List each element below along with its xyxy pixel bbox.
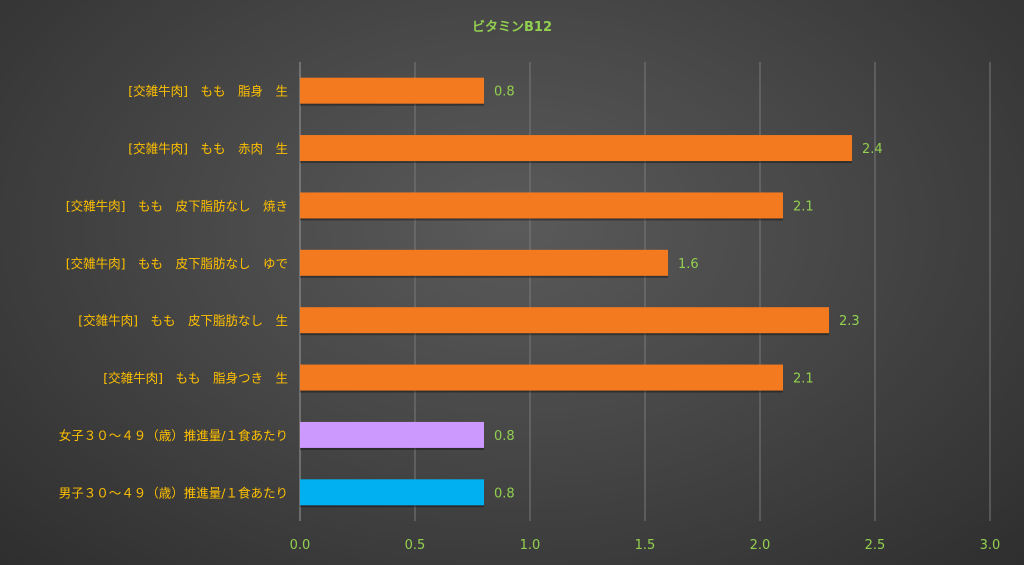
bar [300,135,852,162]
grid-lines [299,62,991,521]
category-labels: [交雑牛肉] もも 脂身 生 [交雑牛肉] もも 赤肉 生 [交雑牛肉] もも 皮下… [59,84,288,501]
bar-value-label: 2.1 [793,199,814,214]
bar [300,364,783,391]
x-tick-label: 2.5 [865,538,886,553]
category-label: [交雑牛肉] もも 皮下脂肪なし 焼き [66,198,288,213]
category-label: 男子３０～４９（歳）推進量/１食あたり [59,485,288,500]
x-tick-label: 0.5 [405,538,426,553]
x-tick-label: 1.0 [520,538,541,553]
category-label: [交雑牛肉] もも 脂身 生 [128,84,288,99]
bar [300,479,484,506]
bar [300,77,484,104]
category-label: [交雑牛肉] もも 皮下脂肪なし 生 [78,313,288,328]
bar-value-label: 0.8 [494,85,515,100]
category-label: [交雑牛肉] もも 皮下脂肪なし ゆで [66,256,288,271]
category-label: 女子３０～４９（歳）推進量/１食あたり [59,428,288,443]
bar-value-label: 0.8 [494,429,515,444]
bar [300,307,829,334]
bar [300,192,783,219]
bar-value-label: 1.6 [678,257,699,272]
category-label: [交雑牛肉] もも 赤肉 生 [128,141,288,156]
x-tick-label: 0.0 [290,538,311,553]
category-label: [交雑牛肉] もも 脂身つき 生 [103,371,288,386]
x-tick-label: 3.0 [980,538,1001,553]
chart-title: ビタミンB12 [472,19,552,35]
bar-value-label: 2.1 [793,372,814,387]
x-tick-label: 1.5 [635,538,656,553]
bar [300,249,668,276]
x-tick-label: 2.0 [750,538,771,553]
bar-value-label: 2.3 [839,314,860,329]
bar-value-label: 2.4 [862,142,883,157]
bars: 0.8 2.4 2.1 1.6 2.3 2.1 0.8 0.8 [300,77,883,508]
x-axis-ticks: 0.0 0.5 1.0 1.5 2.0 2.5 3.0 [290,538,1001,553]
bar [300,421,484,448]
bar-value-label: 0.8 [494,486,515,501]
